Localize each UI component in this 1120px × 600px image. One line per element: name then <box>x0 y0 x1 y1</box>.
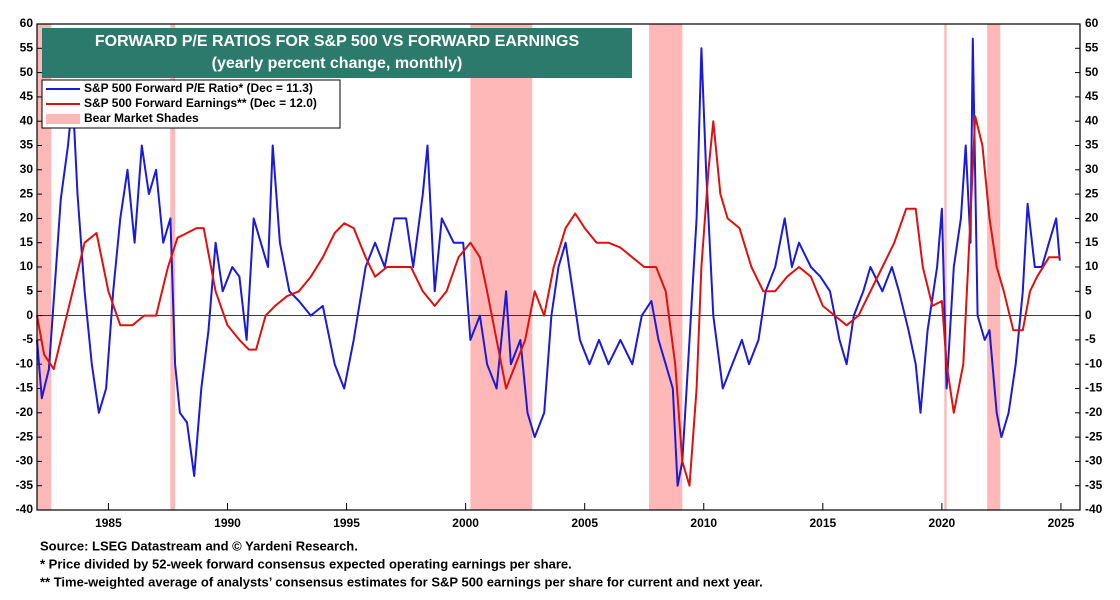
chart-title: FORWARD P/E RATIOS FOR S&P 500 VS FORWAR… <box>95 33 580 50</box>
x-tick-label: 2020 <box>929 516 956 530</box>
y2-tick-label: -25 <box>1085 429 1103 443</box>
legend-label: Bear Market Shades <box>84 111 199 125</box>
y-tick-label: 35 <box>20 138 34 152</box>
y-tick-label: -15 <box>16 381 34 395</box>
y2-tick-label: 0 <box>1085 308 1092 322</box>
x-tick-label: 1990 <box>214 516 241 530</box>
y2-tick-label: -40 <box>1085 502 1103 516</box>
y2-tick-label: 5 <box>1085 283 1092 297</box>
plot-frame <box>36 23 1081 511</box>
x-tick-label: 2015 <box>809 516 836 530</box>
y-tick-label: 0 <box>26 308 33 322</box>
y-tick-label: 5 <box>26 283 33 297</box>
x-tick-label: 1995 <box>333 516 360 530</box>
y2-tick-label: 10 <box>1085 259 1099 273</box>
y-tick-label: -40 <box>16 502 34 516</box>
y2-tick-label: 40 <box>1085 113 1099 127</box>
y-tick-label: 50 <box>20 65 34 79</box>
y-tick-label: 55 <box>20 40 34 54</box>
y2-tick-label: 55 <box>1085 40 1099 54</box>
bear-market-shade <box>944 24 947 510</box>
y2-tick-label: -15 <box>1085 381 1103 395</box>
y2-tick-label: 45 <box>1085 89 1099 103</box>
y-tick-label: -25 <box>16 429 34 443</box>
y-tick-label: 15 <box>20 235 34 249</box>
y-tick-label: 60 <box>20 16 34 30</box>
y-tick-label: 20 <box>20 211 34 225</box>
footnote: ** Time-weighted average of analysts’ co… <box>40 574 763 589</box>
y2-tick-label: 25 <box>1085 186 1099 200</box>
y-tick-label: 10 <box>20 259 34 273</box>
y2-tick-label: -10 <box>1085 356 1103 370</box>
bear-market-shade <box>987 24 1001 510</box>
y-tick-label: -35 <box>16 478 34 492</box>
legend-box <box>41 79 341 129</box>
series-line <box>36 37 1061 487</box>
x-tick-label: 2005 <box>571 516 598 530</box>
y2-tick-label: -20 <box>1085 405 1103 419</box>
x-tick-label: 1985 <box>95 516 122 530</box>
y2-tick-label: 60 <box>1085 16 1099 30</box>
y-tick-label: 25 <box>20 186 34 200</box>
y-tick-label: -10 <box>16 356 34 370</box>
y-tick-label: 40 <box>20 113 34 127</box>
y-tick-label: -5 <box>22 332 33 346</box>
x-tick-label: 2000 <box>452 516 479 530</box>
legend-label: S&P 500 Forward P/E Ratio* (Dec = 11.3) <box>84 81 313 95</box>
bear-market-shade <box>470 24 533 510</box>
y2-tick-label: 15 <box>1085 235 1099 249</box>
x-tick-label: 2010 <box>690 516 717 530</box>
y2-tick-label: -30 <box>1085 454 1103 468</box>
footnote: * Price divided by 52-week forward conse… <box>40 556 572 571</box>
x-tick-label: 2025 <box>1048 516 1075 530</box>
y2-tick-label: 30 <box>1085 162 1099 176</box>
y2-tick-label: 20 <box>1085 211 1099 225</box>
legend-swatch <box>46 114 80 124</box>
y2-tick-label: 35 <box>1085 138 1099 152</box>
y-tick-label: 45 <box>20 89 34 103</box>
legend-label: S&P 500 Forward Earnings** (Dec = 12.0) <box>84 96 317 110</box>
footnote: Source: LSEG Datastream and © Yardeni Re… <box>40 538 358 553</box>
title-box <box>42 28 632 78</box>
y2-tick-label: -5 <box>1085 332 1096 346</box>
y-tick-label: 30 <box>20 162 34 176</box>
y2-tick-label: 50 <box>1085 65 1099 79</box>
chart-title: (yearly percent change, monthly) <box>212 55 463 72</box>
y2-tick-label: -35 <box>1085 478 1103 492</box>
series-line <box>36 115 1060 487</box>
y-tick-label: -30 <box>16 454 34 468</box>
y-tick-label: -20 <box>16 405 34 419</box>
